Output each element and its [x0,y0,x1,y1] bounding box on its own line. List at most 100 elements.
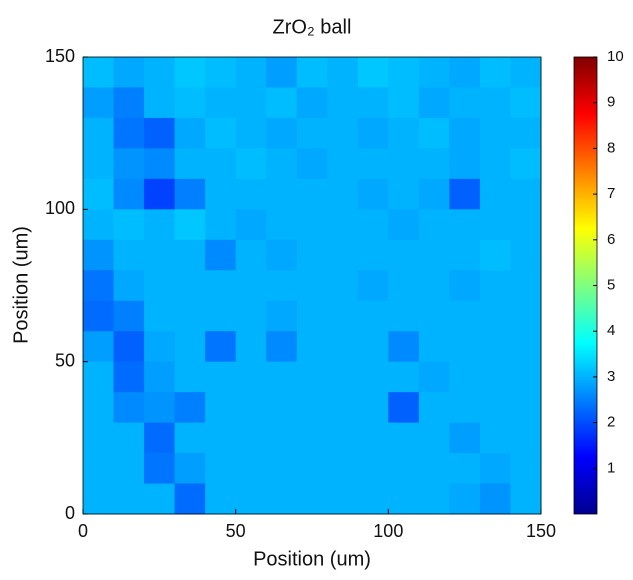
heatmap-cell [235,300,267,332]
heatmap-cell [113,87,145,119]
heatmap-cell [174,57,206,88]
heatmap-cell [510,453,542,485]
heatmap-cell [266,117,298,149]
heatmap-cell [235,209,267,241]
heatmap-cell [388,422,420,454]
heatmap-cell [174,392,206,424]
heatmap-cell [174,209,206,241]
heatmap-cell [113,392,145,424]
heatmap-cell [418,117,450,149]
heatmap-cell [113,270,145,302]
heatmap-cell [144,148,176,180]
heatmap-cell [174,361,206,393]
heatmap-cell [388,57,420,88]
heatmap-cell [266,422,298,454]
heatmap-cell [479,300,511,332]
heatmap-cell [449,331,481,363]
heatmap-cell [418,57,450,88]
heatmap-cell [388,361,420,393]
colorbar-tick-label: 1 [607,459,615,476]
colorbar-tick-label: 2 [607,414,615,431]
heatmap-cell [266,178,298,210]
heatmap-cell [449,209,481,241]
colorbar-tick-label: 4 [607,322,615,339]
heatmap-cell [510,239,542,271]
heatmap-cell [449,453,481,485]
heatmap-cell [174,483,206,515]
heatmap-cell [83,422,115,454]
heatmap-cell [357,209,389,241]
heatmap-cell [510,392,542,424]
heatmap-cell [174,239,206,271]
heatmap-cell [205,239,237,271]
heatmap-cell [296,453,328,485]
heatmap-cell [83,87,115,119]
heatmap-cell [235,331,267,363]
heatmap-cell [327,57,359,88]
heatmap-cell [479,392,511,424]
heatmap-cell [266,239,298,271]
heatmap-cell [144,209,176,241]
x-tick-label: 50 [226,521,246,541]
heatmap-cell [174,117,206,149]
heatmap-cell [235,270,267,302]
heatmap-cell [266,87,298,119]
heatmap-cell [388,453,420,485]
heatmap-cell [144,300,176,332]
heatmap-cell [296,239,328,271]
heatmap-cell [449,117,481,149]
heatmap-cell [357,178,389,210]
heatmap-cell [83,392,115,424]
heatmap-cell [113,148,145,180]
heatmap-cell [357,300,389,332]
heatmap-cell [418,87,450,119]
heatmap-cell [296,300,328,332]
heatmap-cell [144,239,176,271]
heatmap-cell [418,148,450,180]
colorbar-tick-label: 6 [607,231,615,248]
heatmap-cell [418,209,450,241]
heatmap-cell [205,270,237,302]
heatmap-cell [296,117,328,149]
heatmap-cell [144,361,176,393]
heatmap-cell [327,87,359,119]
heatmap-cell [296,87,328,119]
heatmap-cell [235,57,267,88]
heatmap-cell [418,483,450,515]
heatmap-cell [449,57,481,88]
heatmap-cell [144,331,176,363]
colorbar-tick-label: 5 [607,276,615,293]
heatmap-cell [205,148,237,180]
heatmap-cell [510,361,542,393]
colorbar-tick-label: 3 [607,368,615,385]
heatmap-cell [510,117,542,149]
heatmap-cell [296,209,328,241]
heatmap-cell [296,361,328,393]
heatmap-cell [113,453,145,485]
heatmap-cell [205,57,237,88]
heatmap-cell [266,361,298,393]
heatmap-cell [205,209,237,241]
heatmap-cell [357,453,389,485]
heatmap-cell [83,483,115,515]
heatmap-cell [266,300,298,332]
heatmap-cell [113,57,145,88]
heatmap-cell [479,148,511,180]
y-tick-label: 50 [55,350,75,370]
heatmap-cell [388,483,420,515]
plot-frame [82,56,542,515]
heatmap-cell [174,178,206,210]
heatmap-cell [174,270,206,302]
y-tick-label: 0 [65,503,75,523]
heatmap-cell [205,392,237,424]
heatmap-cell [327,209,359,241]
heatmap-cell [327,148,359,180]
heatmap-cell [266,209,298,241]
heatmap-cell [388,178,420,210]
heatmap-cell [418,178,450,210]
heatmap-cell [449,270,481,302]
heatmap-cell [388,270,420,302]
heatmap-cell [296,57,328,88]
heatmap-cell [144,270,176,302]
heatmap-cell [174,87,206,119]
